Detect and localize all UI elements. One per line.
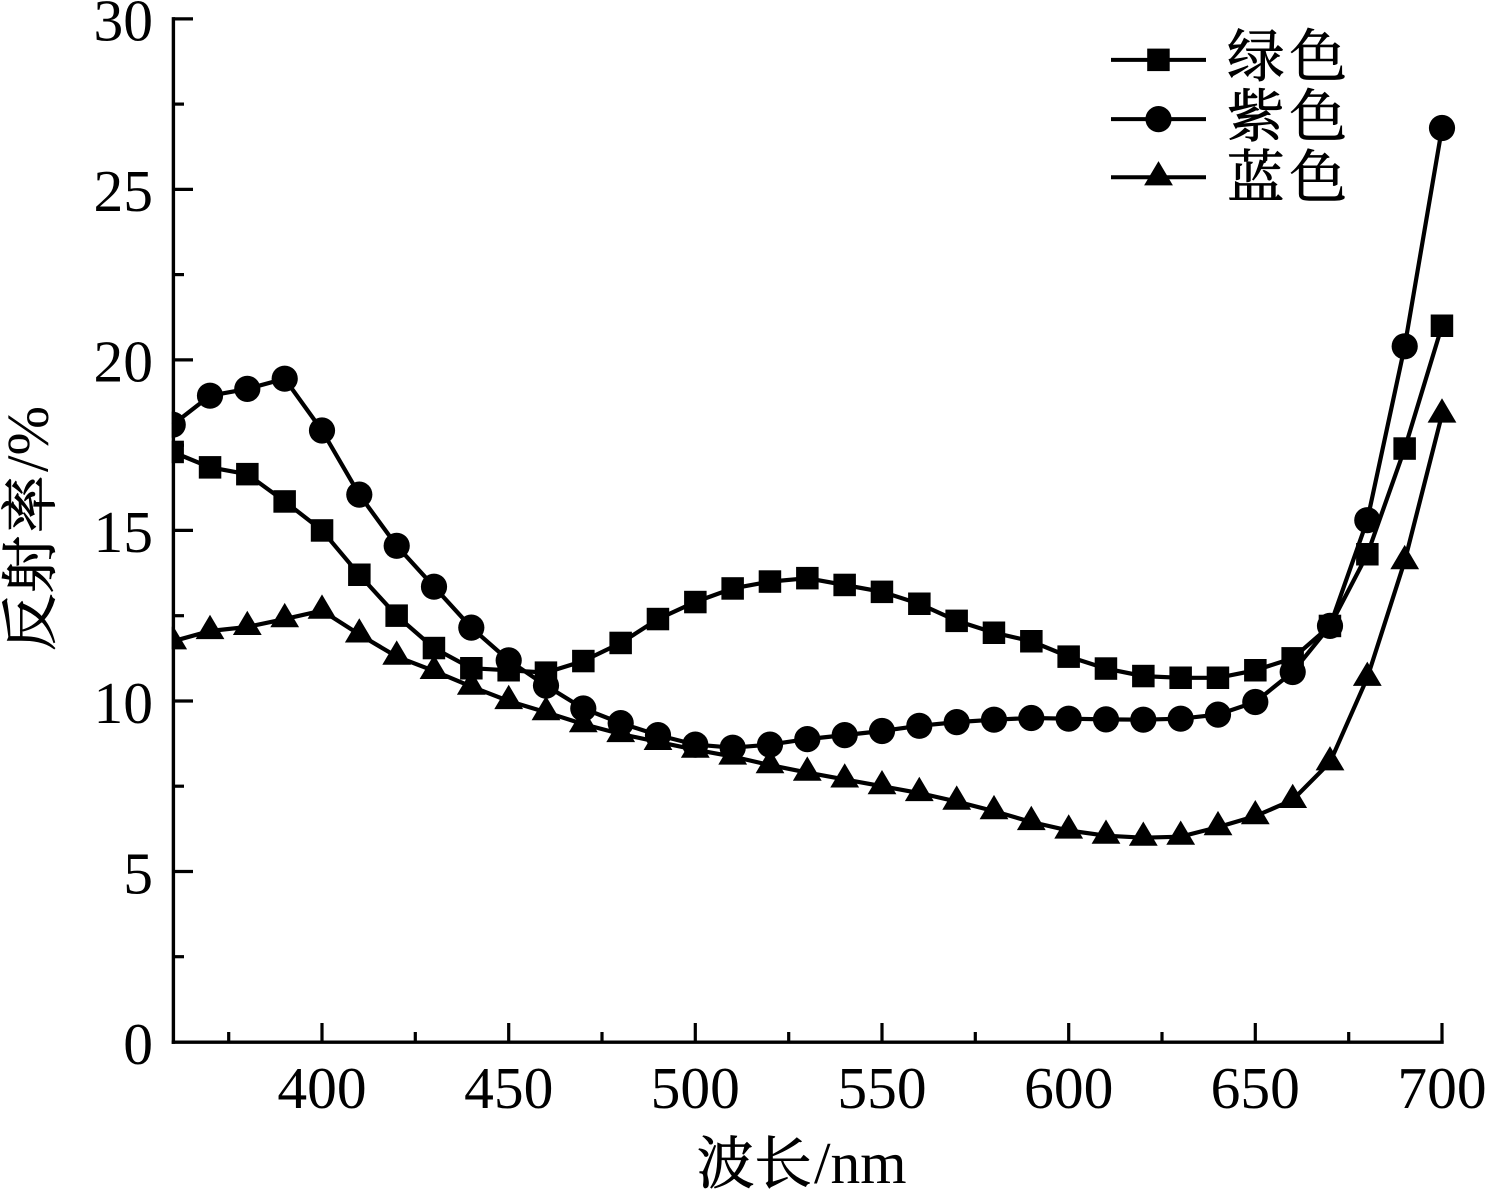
svg-text:5: 5 <box>123 840 153 906</box>
svg-text:600: 600 <box>1024 1055 1113 1121</box>
svg-text:550: 550 <box>837 1055 926 1121</box>
svg-text:500: 500 <box>651 1055 740 1121</box>
svg-text:30: 30 <box>94 0 154 54</box>
svg-text:400: 400 <box>277 1055 366 1121</box>
svg-text:15: 15 <box>94 499 154 565</box>
svg-text:450: 450 <box>464 1055 553 1121</box>
svg-text:700: 700 <box>1397 1055 1485 1121</box>
svg-text:25: 25 <box>94 158 154 224</box>
svg-text:20: 20 <box>94 329 154 395</box>
svg-text:/%: /% <box>0 406 61 472</box>
svg-text:/nm: /nm <box>814 1130 907 1189</box>
svg-text:10: 10 <box>94 670 154 736</box>
svg-text:650: 650 <box>1211 1055 1300 1121</box>
svg-text:0: 0 <box>123 1011 153 1077</box>
